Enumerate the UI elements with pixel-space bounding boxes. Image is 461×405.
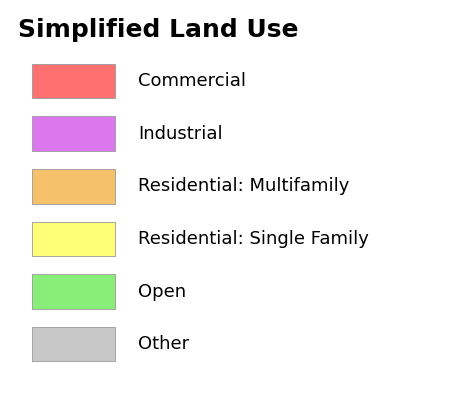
Bar: [32, 64, 115, 98]
Bar: [32, 117, 115, 151]
Text: Residential: Multifamily: Residential: Multifamily: [138, 177, 350, 195]
Text: Other: Other: [138, 335, 189, 353]
Text: Commercial: Commercial: [138, 72, 246, 90]
Text: Residential: Single Family: Residential: Single Family: [138, 230, 369, 248]
Text: Open: Open: [138, 283, 186, 301]
Text: Simplified Land Use: Simplified Land Use: [18, 18, 299, 42]
Bar: [32, 222, 115, 256]
Bar: [32, 275, 115, 309]
Bar: [32, 327, 115, 361]
Bar: [32, 169, 115, 203]
Text: Industrial: Industrial: [138, 125, 223, 143]
